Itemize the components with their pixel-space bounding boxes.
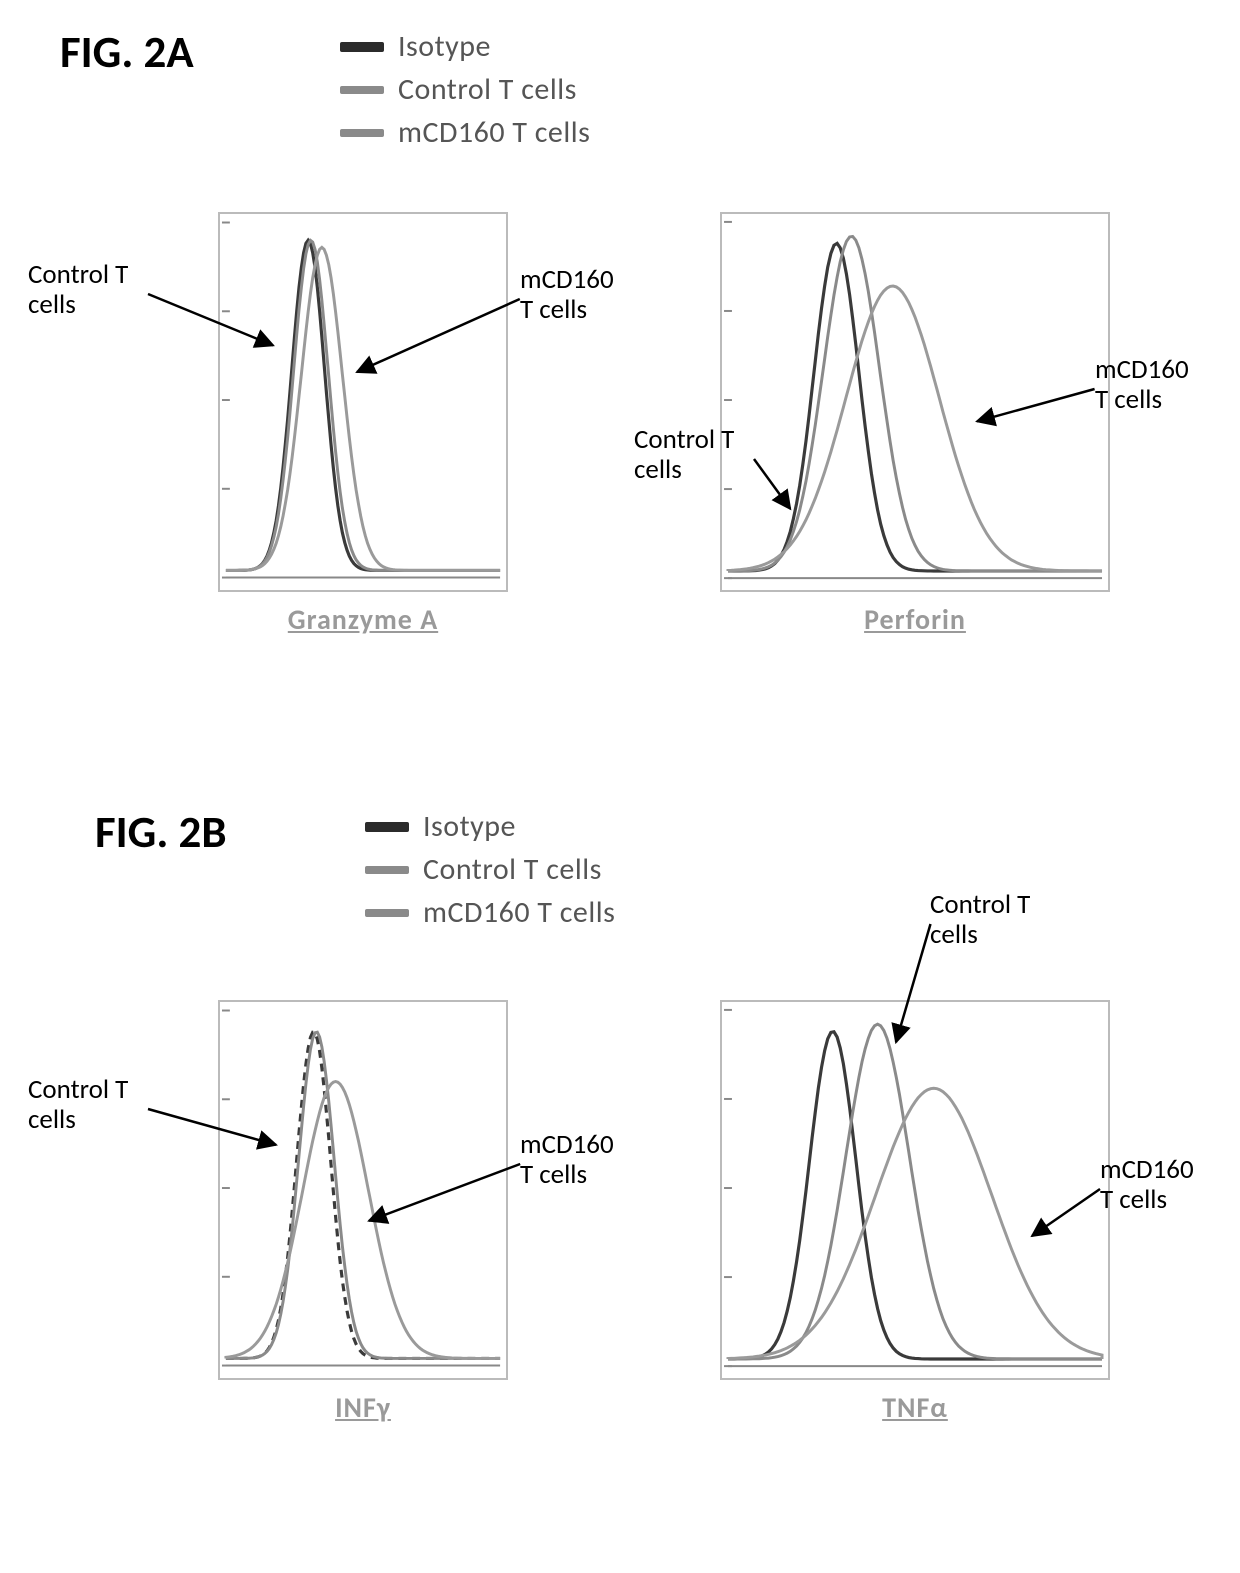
legend-swatch-isotype-b — [365, 822, 409, 832]
legend-swatch-mcd160-b — [365, 909, 409, 917]
callout-label: mCD160T cells — [520, 265, 614, 324]
figure-2a-title: FIG. 2A — [60, 25, 194, 80]
callout-label: mCD160T cells — [520, 1130, 614, 1189]
callout-label: Control Tcells — [634, 425, 734, 484]
figure-2a-legend: Isotype Control T cells mCD160 T cells — [340, 28, 590, 157]
callout-arrow — [357, 1152, 532, 1233]
legend-swatch-isotype — [340, 42, 384, 52]
legend-swatch-control — [340, 86, 384, 94]
plot-granzyme — [218, 212, 508, 592]
legend-label-control: Control T cells — [398, 71, 577, 108]
legend-swatch-control-b — [365, 866, 409, 874]
figure-2b-title: FIG. 2B — [95, 805, 227, 860]
legend-row-control: Control T cells — [340, 71, 590, 108]
legend-row-isotype-b: Isotype — [365, 808, 615, 845]
legend-label-mcd160: mCD160 T cells — [398, 114, 590, 151]
callout-arrow — [1020, 1177, 1112, 1248]
figure-2b-legend: Isotype Control T cells mCD160 T cells — [365, 808, 615, 937]
callout-label: mCD160T cells — [1100, 1155, 1194, 1214]
callout-arrow — [965, 377, 1107, 433]
callout-label: Control Tcells — [28, 1075, 128, 1134]
axis-label-perforin: Perforin — [720, 602, 1110, 637]
legend-row-control-b: Control T cells — [365, 851, 615, 888]
callout-label: mCD160T cells — [1095, 355, 1189, 414]
legend-swatch-mcd160 — [340, 129, 384, 137]
callout-arrow — [742, 447, 802, 521]
callout-arrow — [136, 1097, 288, 1157]
callout-label: Control Tcells — [28, 260, 128, 319]
axis-label-granzyme: Granzyme A — [218, 602, 508, 637]
callout-arrow — [345, 287, 532, 384]
legend-label-isotype: Isotype — [398, 28, 491, 65]
legend-label-mcd160-b: mCD160 T cells — [423, 894, 615, 931]
legend-label-control-b: Control T cells — [423, 851, 602, 888]
legend-label-isotype-b: Isotype — [423, 808, 516, 845]
callout-label: Control Tcells — [930, 890, 1030, 949]
legend-row-mcd160-b: mCD160 T cells — [365, 894, 615, 931]
axis-label-tnfa: TNFα — [720, 1390, 1110, 1425]
legend-row-isotype: Isotype — [340, 28, 590, 65]
callout-arrow — [884, 912, 943, 1054]
axis-label-infg: INFγ — [218, 1390, 508, 1425]
callout-arrow — [136, 282, 285, 357]
legend-row-mcd160: mCD160 T cells — [340, 114, 590, 151]
